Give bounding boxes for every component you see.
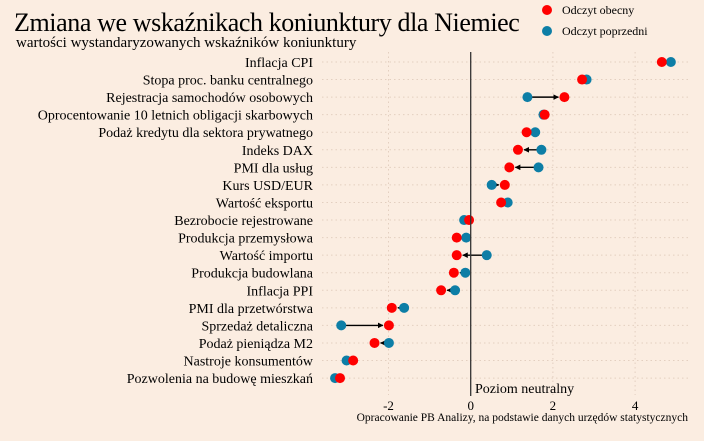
legend-label-current: Odczyt obecny (562, 3, 634, 17)
current-value-point (448, 267, 459, 278)
current-value-point (656, 57, 667, 67)
x-tick-label: -2 (383, 398, 394, 413)
current-value-point (451, 250, 462, 261)
indicator-row (538, 109, 550, 120)
current-value-point (348, 355, 359, 366)
current-value-point (504, 162, 515, 173)
indicator-row (451, 250, 492, 261)
category-label: Indeks DAX (242, 144, 313, 159)
category-label: PMI dla przetwórstwa (189, 302, 314, 317)
indicator-row (369, 337, 394, 348)
category-label: Bezrobocie rejestrowane (174, 214, 313, 229)
indicator-row (451, 232, 472, 243)
category-label: Podaż pieniądza M2 (199, 337, 313, 352)
neutral-level-annotation: Poziom neutralny (475, 382, 574, 397)
current-value-point (539, 109, 550, 120)
category-label: Sprzedaż detaliczna (201, 319, 313, 334)
category-label: Produkcja przemysłowa (178, 232, 314, 247)
indicator-row (341, 355, 359, 366)
indicator-row (459, 215, 475, 226)
indicator-row (330, 373, 346, 384)
chart-title: Zmiana we wskaźnikach koniunktury dla Ni… (14, 8, 519, 37)
current-value-point (512, 144, 523, 155)
previous-value-point (533, 162, 544, 173)
legend-label-previous: Odczyt poprzedni (562, 24, 648, 38)
category-label: Nastroje konsumentów (184, 355, 314, 370)
indicator-row (504, 162, 544, 173)
current-value-point (436, 285, 447, 296)
x-tick-label: 4 (632, 398, 639, 413)
x-tick-label: 0 (467, 398, 474, 413)
category-label: Rejestracja samochodów osobowych (106, 91, 313, 106)
indicator-row (448, 267, 471, 278)
current-value-point (559, 92, 570, 103)
x-axis: -2 0 2 4 (383, 52, 639, 413)
indicator-row (512, 144, 547, 155)
indicator-row (522, 92, 570, 103)
x-tick-label: 2 (550, 398, 557, 413)
category-label: Wartość eksportu (216, 196, 313, 211)
previous-value-point (522, 92, 533, 103)
previous-value-point (336, 320, 347, 331)
chart-subtitle: wartości wystandaryzowanych wskaźników k… (16, 35, 357, 51)
category-label: Wartość importu (220, 249, 313, 264)
indicator-row (436, 285, 461, 296)
category-label: Stopa proc. banku centralnego (143, 74, 313, 89)
legend: Odczyt obecny Odczyt poprzedni (542, 3, 648, 38)
category-label: Kurs USD/EUR (222, 179, 313, 194)
previous-value-point (461, 232, 472, 243)
current-value-point (577, 74, 588, 85)
category-label: Pozwolenia na budowę mieszkań (127, 372, 313, 387)
current-value-point (386, 302, 397, 313)
current-value-point (464, 215, 475, 226)
current-value-point (335, 373, 346, 384)
indicator-row (386, 302, 410, 313)
current-value-point (499, 179, 510, 190)
chart-caption: Opracowanie PB Analizy, na podstawie dan… (357, 412, 689, 424)
previous-value-point (530, 127, 541, 138)
previous-value-point (486, 179, 497, 190)
previous-value-point (665, 57, 676, 67)
legend-marker-current (542, 5, 552, 15)
previous-value-point (460, 267, 471, 278)
current-value-point (496, 197, 507, 208)
previous-value-point (536, 144, 547, 155)
indicator-row (577, 74, 592, 85)
current-value-point (369, 337, 380, 348)
grid (322, 52, 688, 395)
current-value-point (521, 127, 532, 138)
category-label: Inflacja CPI (245, 56, 313, 71)
category-label: Oprocentowanie 10 letnich obligacji skar… (38, 109, 313, 124)
category-label: Inflacja PPI (247, 284, 314, 299)
previous-value-point (383, 337, 394, 348)
legend-marker-previous (542, 26, 552, 36)
indicator-row (486, 179, 510, 190)
category-label: PMI dla usług (234, 161, 313, 176)
indicator-row (521, 127, 541, 138)
category-label: Podaż kredytu dla sektora prywatnego (98, 126, 313, 141)
previous-value-point (481, 250, 492, 261)
indicator-row (336, 320, 394, 331)
category-label: Produkcja budowlana (191, 267, 313, 282)
previous-value-point (399, 302, 410, 313)
indicator-row (656, 57, 676, 67)
indicator-row (496, 197, 513, 208)
current-value-point (383, 320, 394, 331)
rows: Inflacja CPI Stopa proc. banku centralneg… (38, 56, 676, 387)
previous-value-point (450, 285, 461, 296)
current-value-point (451, 232, 462, 243)
